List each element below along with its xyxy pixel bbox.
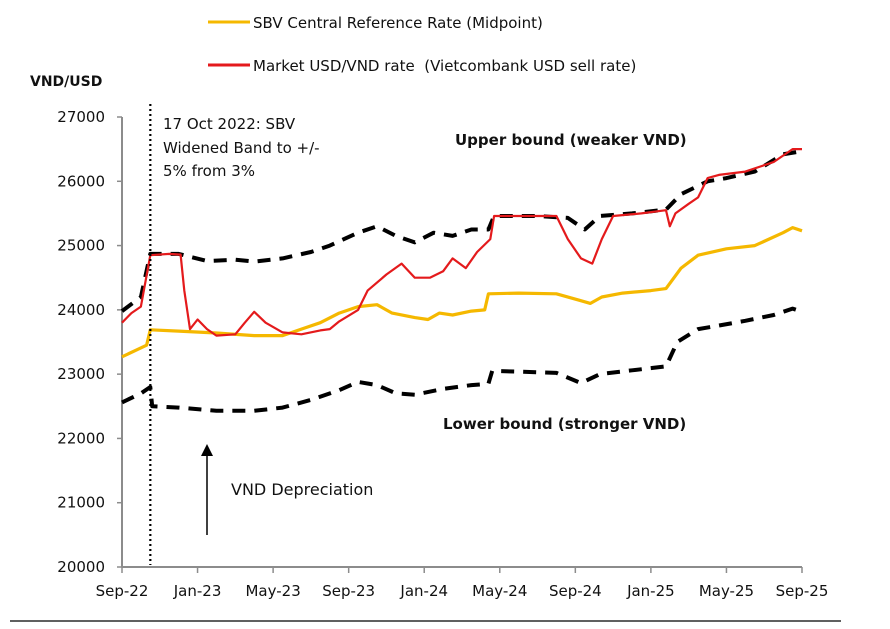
x-tick-label: Sep-24 xyxy=(549,582,602,600)
x-tick-label: Sep-22 xyxy=(96,582,149,600)
y-tick-label: 25000 xyxy=(57,237,105,255)
arrow-head-icon xyxy=(201,444,213,456)
annotation-upper-bound: Upper bound (weaker VND) xyxy=(455,131,687,149)
x-tick-label: Sep-25 xyxy=(776,582,829,600)
y-tick-label: 22000 xyxy=(57,429,105,447)
annotation-vnd-depreciation: VND Depreciation xyxy=(231,480,373,499)
legend: SBV Central Reference Rate (Midpoint) Ma… xyxy=(208,14,636,75)
legend-label-market-rate: Market USD/VND rate (Vietcombank USD sel… xyxy=(253,57,636,75)
series-lower-bound-line xyxy=(121,306,803,413)
depreciation-arrow xyxy=(201,444,213,535)
y-tick-label: 24000 xyxy=(57,301,105,319)
legend-label-reference-rate: SBV Central Reference Rate (Midpoint) xyxy=(253,14,543,32)
series-layer xyxy=(120,148,803,413)
y-tick-label: 27000 xyxy=(57,108,105,126)
y-tick-label: 26000 xyxy=(57,172,105,190)
annotation-lower-bound: Lower bound (stronger VND) xyxy=(443,415,686,433)
annotation-line-1: 17 Oct 2022: SBV xyxy=(163,115,296,133)
x-tick-label: Jan-24 xyxy=(399,582,448,600)
series-reference-rate-line xyxy=(121,226,803,359)
y-tick-label: 21000 xyxy=(57,494,105,512)
x-tick-label: May-25 xyxy=(699,582,754,600)
annotation-line-3: 5% from 3% xyxy=(163,162,255,180)
x-tick-label: Sep-23 xyxy=(322,582,375,600)
x-tick-label: Jan-25 xyxy=(626,582,675,600)
annotation-band-widening: 17 Oct 2022: SBV Widened Band to +/- 5% … xyxy=(163,115,324,180)
y-tick-label: 20000 xyxy=(57,558,105,576)
y-axis-label: VND/USD xyxy=(30,74,102,90)
x-tick-label: May-24 xyxy=(472,582,527,600)
x-tick-label: May-23 xyxy=(245,582,300,600)
axes xyxy=(117,116,803,573)
y-tick-label: 23000 xyxy=(57,365,105,383)
x-tick-labels: Sep-22 Jan-23 May-23 Sep-23 Jan-24 May-24 Sep-… xyxy=(96,582,829,600)
y-tick-labels: 20000 21000 22000 23000 24000 25000 26000 27000 xyxy=(57,108,105,576)
series-upper-bound-line xyxy=(120,149,803,313)
annotation-line-2: Widened Band to +/- xyxy=(163,139,320,157)
x-tick-label: Jan-23 xyxy=(173,582,222,600)
series-market-rate-line xyxy=(121,148,802,337)
